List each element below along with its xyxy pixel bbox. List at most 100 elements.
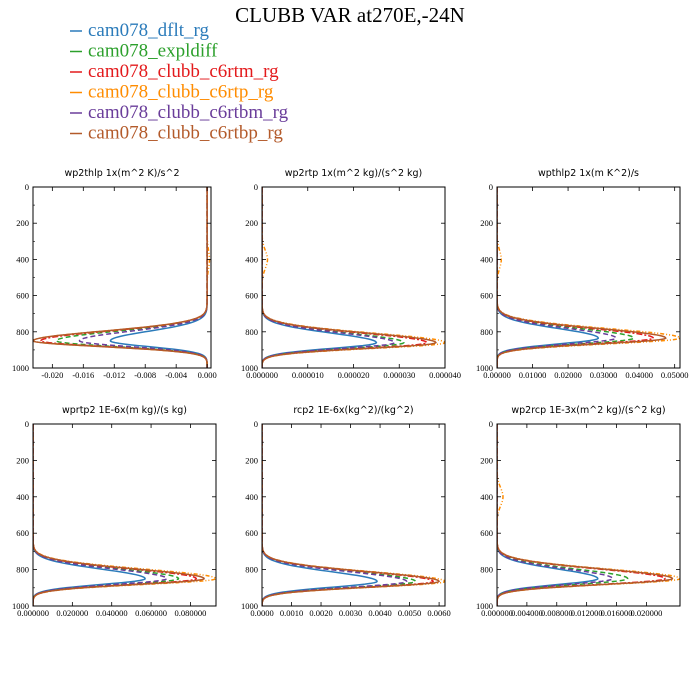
y-tick-label: 800 bbox=[16, 565, 29, 575]
legend-label: cam078_expldiff bbox=[88, 41, 218, 62]
series-line bbox=[262, 187, 445, 368]
y-tick-label: 1000 bbox=[476, 601, 493, 611]
y-tick-label: 600 bbox=[480, 528, 493, 538]
series-group bbox=[33, 187, 211, 368]
legend-label: cam078_dflt_rg bbox=[88, 20, 210, 41]
legend-item: cam078_clubb_c6rtm_rg bbox=[70, 61, 279, 82]
x-tick-label: 0.040000 bbox=[96, 608, 128, 618]
series-line bbox=[262, 187, 437, 368]
x-tick-label: 0.080000 bbox=[174, 608, 206, 618]
panel-title: wpthlp2 1x(m K^2)/s bbox=[538, 168, 639, 179]
plot-frame bbox=[496, 423, 681, 607]
y-tick-label: 0 bbox=[489, 182, 493, 192]
x-tick-label: 0.0060 bbox=[427, 608, 450, 618]
x-tick-label: -0.020 bbox=[41, 370, 63, 380]
y-tick-label: 0 bbox=[254, 182, 258, 192]
series-line bbox=[497, 424, 629, 606]
series-group bbox=[497, 424, 680, 606]
legend-item: cam078_expldiff bbox=[70, 41, 218, 62]
panel-title: wp2thlp 1x(m^2 K)/s^2 bbox=[64, 168, 179, 179]
y-tick-label: 1000 bbox=[476, 363, 493, 373]
y-tick-label: 400 bbox=[16, 254, 29, 264]
series-line bbox=[33, 424, 180, 606]
series-line bbox=[39, 187, 208, 368]
x-tick-label: 0.0000 bbox=[250, 608, 273, 618]
plot-frame bbox=[32, 423, 217, 607]
x-tick-label: 0.00000 bbox=[483, 370, 511, 380]
x-tick-label: 0.02000 bbox=[554, 370, 582, 380]
series-line bbox=[33, 187, 211, 368]
y-tick-label: 400 bbox=[245, 492, 258, 502]
x-tick-label: -0.012 bbox=[103, 370, 125, 380]
y-tick-label: 200 bbox=[245, 455, 258, 465]
chart-panel: wpthlp2 1x(m K^2)/s 0 200 400 600 800 10000.00… bbox=[476, 168, 688, 380]
series-line bbox=[33, 187, 208, 368]
legend-item: cam078_clubb_c6rtp_rg bbox=[70, 82, 274, 103]
series-line bbox=[262, 187, 378, 368]
x-tick-label: 0.0030 bbox=[339, 608, 362, 618]
series-line bbox=[262, 424, 408, 606]
y-tick-label: 1000 bbox=[12, 363, 29, 373]
x-tick-label: 0.0010 bbox=[280, 608, 303, 618]
plot-frame bbox=[261, 186, 446, 369]
legend-label: cam078_clubb_c6rtbp_rg bbox=[88, 123, 283, 144]
panel-title: wprtp2 1E-6x(m kg)/(s kg) bbox=[62, 405, 187, 416]
x-tick-label: 0.000030 bbox=[383, 370, 415, 380]
y-tick-label: 800 bbox=[245, 565, 258, 575]
x-tick-label: 0.000020 bbox=[338, 370, 370, 380]
series-line bbox=[497, 424, 599, 606]
series-group bbox=[262, 424, 445, 606]
panel-title: wp2rcp 1E-3x(m^2 kg)/(s^2 kg) bbox=[511, 405, 665, 416]
y-tick-label: 600 bbox=[245, 291, 258, 301]
x-tick-label: 0.0040 bbox=[368, 608, 391, 618]
legend-item: cam078_clubb_c6rtbm_rg bbox=[70, 102, 289, 123]
y-tick-label: 200 bbox=[480, 455, 493, 465]
plot-frame bbox=[32, 186, 212, 369]
y-tick-label: 0 bbox=[25, 419, 29, 429]
x-tick-label: 0.060000 bbox=[135, 608, 167, 618]
x-tick-label: -0.016 bbox=[72, 370, 94, 380]
series-line bbox=[33, 424, 205, 606]
x-tick-label: 0.000 bbox=[198, 370, 217, 380]
y-tick-label: 1000 bbox=[241, 363, 258, 373]
x-tick-label: 0.0020 bbox=[309, 608, 332, 618]
legend: cam078_dflt_rgcam078_expldiffcam078_club… bbox=[70, 20, 289, 144]
y-tick-label: 800 bbox=[245, 327, 258, 337]
y-tick-label: 0 bbox=[254, 419, 258, 429]
series-group bbox=[33, 424, 216, 606]
series-line bbox=[262, 424, 417, 606]
chart-panels: wp2thlp 1x(m^2 K)/s^2 0 200 400 600 800 1000 -0… bbox=[12, 168, 688, 618]
series-line bbox=[109, 187, 208, 368]
x-tick-label: 0.004000 bbox=[511, 608, 543, 618]
chart-panel: rcp2 1E-6x(kg^2)/(kg^2) 0 200 400 600 800 1000… bbox=[241, 405, 451, 618]
y-tick-label: 400 bbox=[16, 492, 29, 502]
series-line bbox=[262, 187, 405, 368]
x-tick-label: -0.004 bbox=[165, 370, 188, 380]
plot-frame bbox=[261, 423, 446, 607]
series-line bbox=[33, 424, 198, 606]
series-line bbox=[262, 424, 445, 606]
y-tick-label: 200 bbox=[245, 218, 258, 228]
x-tick-label: 0.03000 bbox=[590, 370, 618, 380]
y-tick-label: 800 bbox=[480, 565, 493, 575]
series-line bbox=[78, 187, 208, 368]
x-tick-label: 0.012000 bbox=[571, 608, 603, 618]
series-group bbox=[262, 187, 445, 368]
series-line bbox=[33, 424, 216, 606]
series-line bbox=[33, 424, 146, 606]
legend-item: cam078_dflt_rg bbox=[70, 20, 210, 41]
series-line bbox=[262, 187, 428, 368]
series-line bbox=[497, 424, 674, 606]
series-line bbox=[497, 424, 614, 606]
y-tick-label: 400 bbox=[480, 492, 493, 502]
x-tick-label: 0.020000 bbox=[56, 608, 88, 618]
x-tick-label: 0.000000 bbox=[481, 608, 513, 618]
legend-label: cam078_clubb_c6rtm_rg bbox=[88, 61, 279, 82]
series-line bbox=[33, 424, 168, 606]
chart-panel: wp2thlp 1x(m^2 K)/s^2 0 200 400 600 800 1000 -0… bbox=[12, 168, 217, 380]
series-line bbox=[497, 424, 666, 606]
y-tick-label: 0 bbox=[25, 182, 29, 192]
x-tick-label: 0.008000 bbox=[541, 608, 573, 618]
x-tick-label: -0.008 bbox=[134, 370, 156, 380]
